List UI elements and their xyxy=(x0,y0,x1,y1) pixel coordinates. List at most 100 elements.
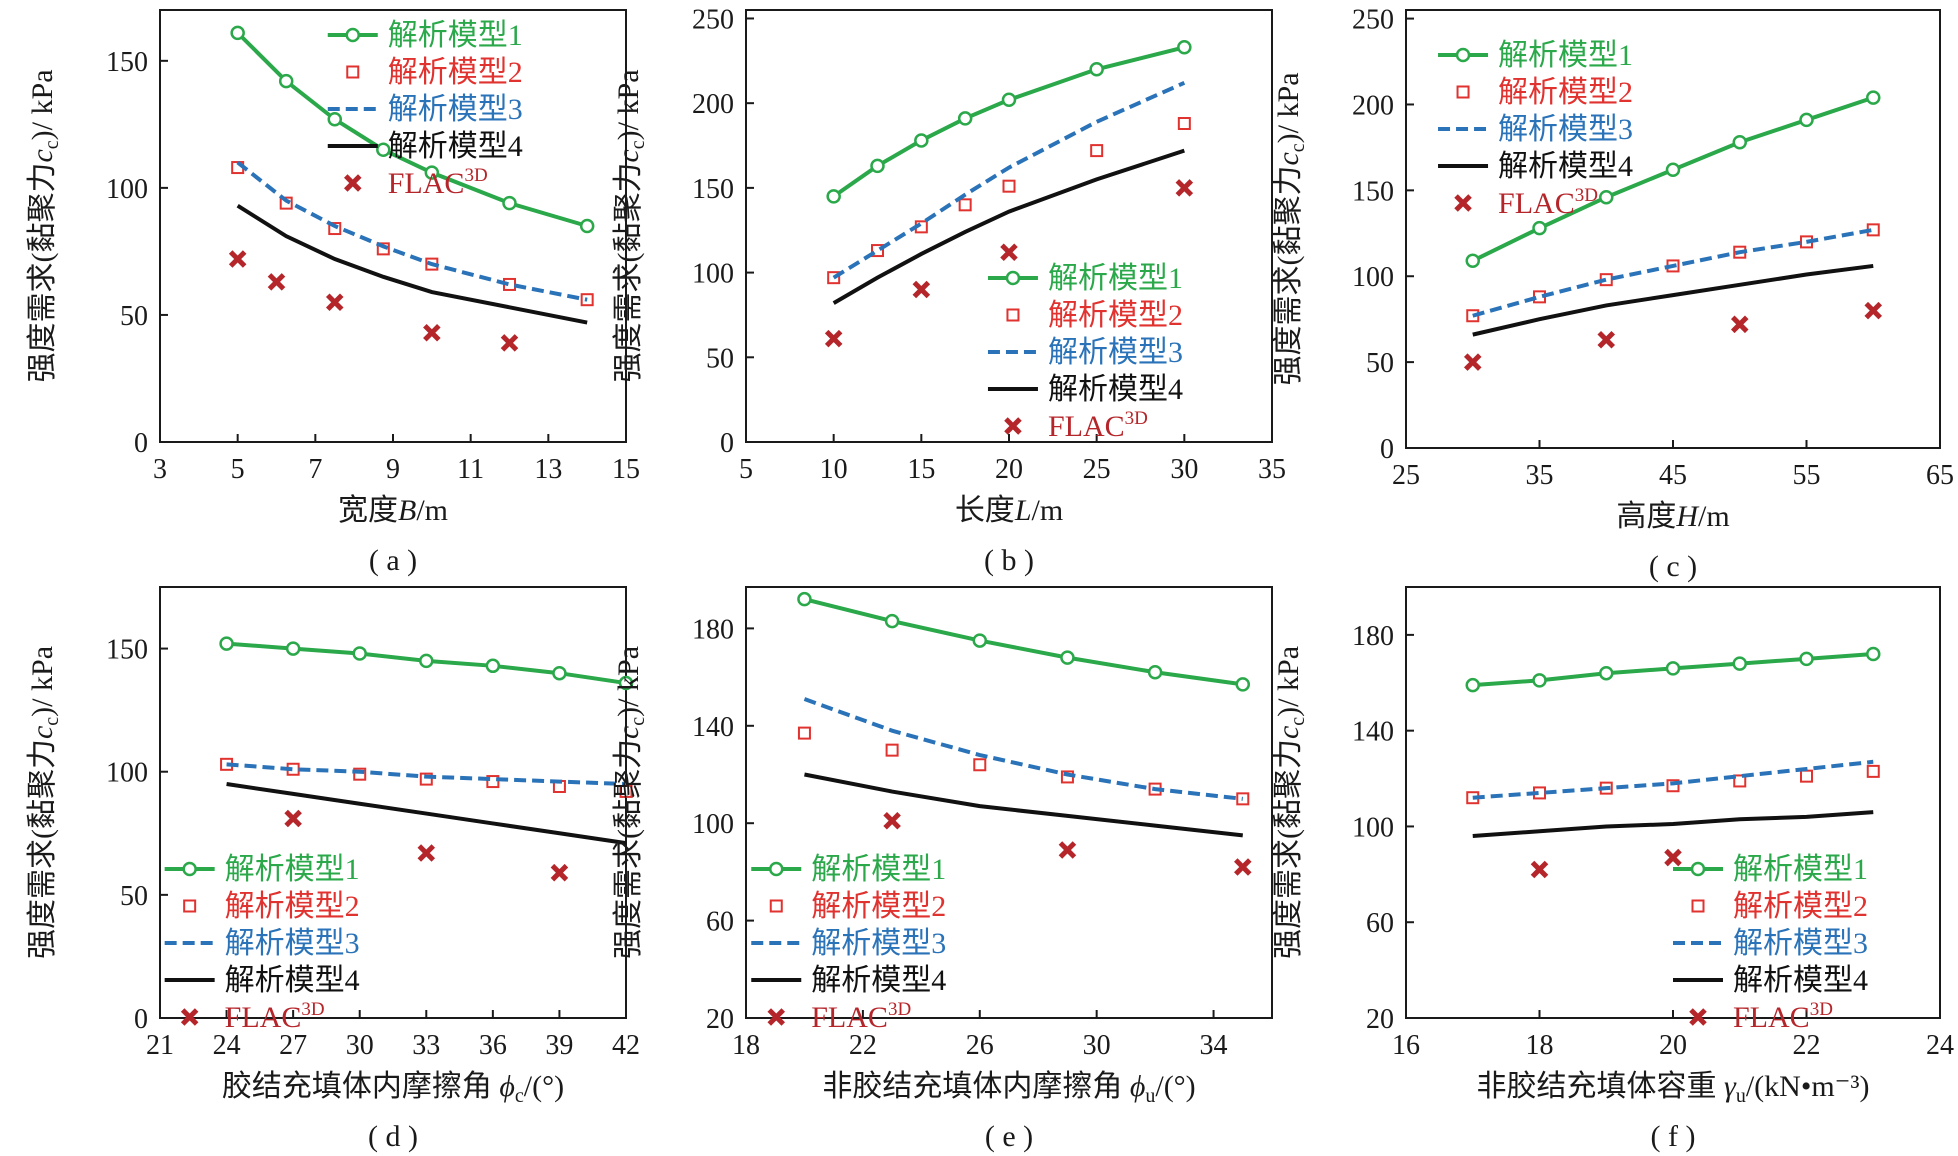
point-model1 xyxy=(502,195,517,211)
panel-caption: ( d ) xyxy=(368,1120,418,1153)
y-axis-label: 强度需求(黏聚力cc)/ kPa xyxy=(612,646,649,959)
point-model1 xyxy=(1147,664,1163,680)
point-model1 xyxy=(219,636,234,651)
legend-marker-model2 xyxy=(1691,899,1705,913)
point-model1 xyxy=(1732,656,1747,671)
y-tick-label: 50 xyxy=(120,301,148,332)
point-model2 xyxy=(419,772,433,786)
series-line-model4 xyxy=(236,203,588,325)
legend-label-model1: 解析模型1 xyxy=(388,19,523,52)
series-line-model4 xyxy=(832,148,1185,305)
series-line-model1 xyxy=(803,597,1244,687)
series-model3 xyxy=(1472,759,1874,800)
legend-label-model2: 解析模型2 xyxy=(811,890,946,923)
y-axis-label: 强度需求(黏聚力cc)/ kPa xyxy=(1272,646,1309,959)
legend-label-model4: 解析模型4 xyxy=(811,964,946,997)
point-model2 xyxy=(486,775,500,789)
point-flac xyxy=(824,329,843,348)
point-flac xyxy=(284,809,302,828)
y-tick-label: 180 xyxy=(1352,621,1394,652)
y-tick-label: 60 xyxy=(1366,908,1394,939)
x-axis-label: 长度L/m xyxy=(955,494,1063,527)
x-tick-label: 30 xyxy=(346,1030,374,1061)
series-model3 xyxy=(226,762,627,787)
legend-label-model1: 解析模型1 xyxy=(1498,39,1633,72)
point-model1 xyxy=(1089,62,1104,77)
series-model4 xyxy=(226,782,627,846)
point-model1 xyxy=(1866,646,1881,662)
y-tick-label: 0 xyxy=(134,1004,148,1035)
series-model4 xyxy=(1472,810,1874,839)
x-tick-label: 13 xyxy=(534,454,562,485)
point-model2 xyxy=(279,196,293,210)
point-flac xyxy=(1234,858,1252,876)
series-line-model3 xyxy=(226,762,627,787)
point-model1 xyxy=(826,189,841,204)
point-model1 xyxy=(230,25,245,41)
point-flac xyxy=(550,863,569,882)
x-tick-label: 10 xyxy=(820,454,848,485)
x-tick-label: 22 xyxy=(849,1030,877,1061)
legend-label-model4: 解析模型4 xyxy=(1498,150,1633,183)
point-model1 xyxy=(419,653,434,669)
y-tick-label: 50 xyxy=(706,343,734,374)
series-flac xyxy=(1530,848,1682,879)
chart-panel-f: 16 18 20 22 24 20 60 100 140 180 非胶结充填体容重 γu/(kN•m… xyxy=(1272,586,1954,1153)
x-tick-label: 33 xyxy=(412,1030,440,1061)
legend-marker-model1 xyxy=(182,861,197,877)
legend-marker-flac xyxy=(1689,1008,1707,1026)
point-model1 xyxy=(1001,92,1017,108)
legend-label-model2: 解析模型2 xyxy=(225,890,360,923)
panel-caption: ( a ) xyxy=(369,544,417,577)
x-axis-label: 非胶结充填体容重 γu/(kN•m⁻³) xyxy=(1477,1070,1870,1107)
legend-marker-model1 xyxy=(345,27,361,43)
point-model1 xyxy=(485,658,501,674)
point-flac xyxy=(1463,353,1482,371)
series-line-model3 xyxy=(832,81,1186,280)
x-tick-label: 35 xyxy=(1258,454,1286,485)
point-model2 xyxy=(1733,774,1747,788)
legend-label-model2: 解析模型2 xyxy=(1733,890,1868,923)
y-tick-label: 100 xyxy=(1352,812,1394,843)
point-model1 xyxy=(376,142,391,158)
legend-label-model2: 解析模型2 xyxy=(388,56,523,89)
x-tick-label: 5 xyxy=(231,454,245,485)
legend-label-model3: 解析模型3 xyxy=(1498,113,1633,146)
legend-marker-model2 xyxy=(346,65,360,79)
point-model1 xyxy=(1599,189,1614,205)
x-tick-label: 3 xyxy=(153,454,167,485)
point-flac xyxy=(1175,179,1194,197)
series-model2 xyxy=(827,117,1191,285)
point-model1 xyxy=(579,218,595,234)
chart-panel-c: 25 35 45 55 65 0 50 100 150 200 250 高度H/m 强度需求(黏聚力cc… xyxy=(1272,5,1954,583)
y-tick-label: 100 xyxy=(1352,262,1394,293)
legend-marker-flac xyxy=(180,1008,199,1026)
legend-marker-model1 xyxy=(1455,47,1471,63)
point-model1 xyxy=(327,112,342,127)
plot-frame xyxy=(159,586,627,1019)
y-axis-label: 强度需求(黏聚力cc)/ kPa xyxy=(612,69,649,382)
series-model1 xyxy=(1465,646,1881,693)
y-tick-label: 0 xyxy=(134,428,148,459)
panel-caption: ( b ) xyxy=(984,544,1034,577)
x-tick-label: 25 xyxy=(1392,460,1420,491)
point-model2 xyxy=(328,222,342,236)
y-axis-label: 强度需求(黏聚力cc)/ kPa xyxy=(1272,72,1309,385)
x-tick-label: 15 xyxy=(612,454,640,485)
series-model1 xyxy=(230,25,595,234)
series-flac xyxy=(1463,301,1883,371)
legend-marker-model2 xyxy=(1456,85,1470,99)
point-flac xyxy=(1530,860,1549,879)
legend-marker-model2 xyxy=(183,899,197,913)
legend-label-model1: 解析模型1 xyxy=(811,853,946,886)
series-model4 xyxy=(832,148,1185,305)
y-tick-label: 100 xyxy=(692,809,734,840)
point-model2 xyxy=(619,784,633,798)
x-tick-label: 30 xyxy=(1170,454,1198,485)
y-tick-label: 140 xyxy=(1352,717,1394,748)
series-flac xyxy=(883,811,1252,876)
